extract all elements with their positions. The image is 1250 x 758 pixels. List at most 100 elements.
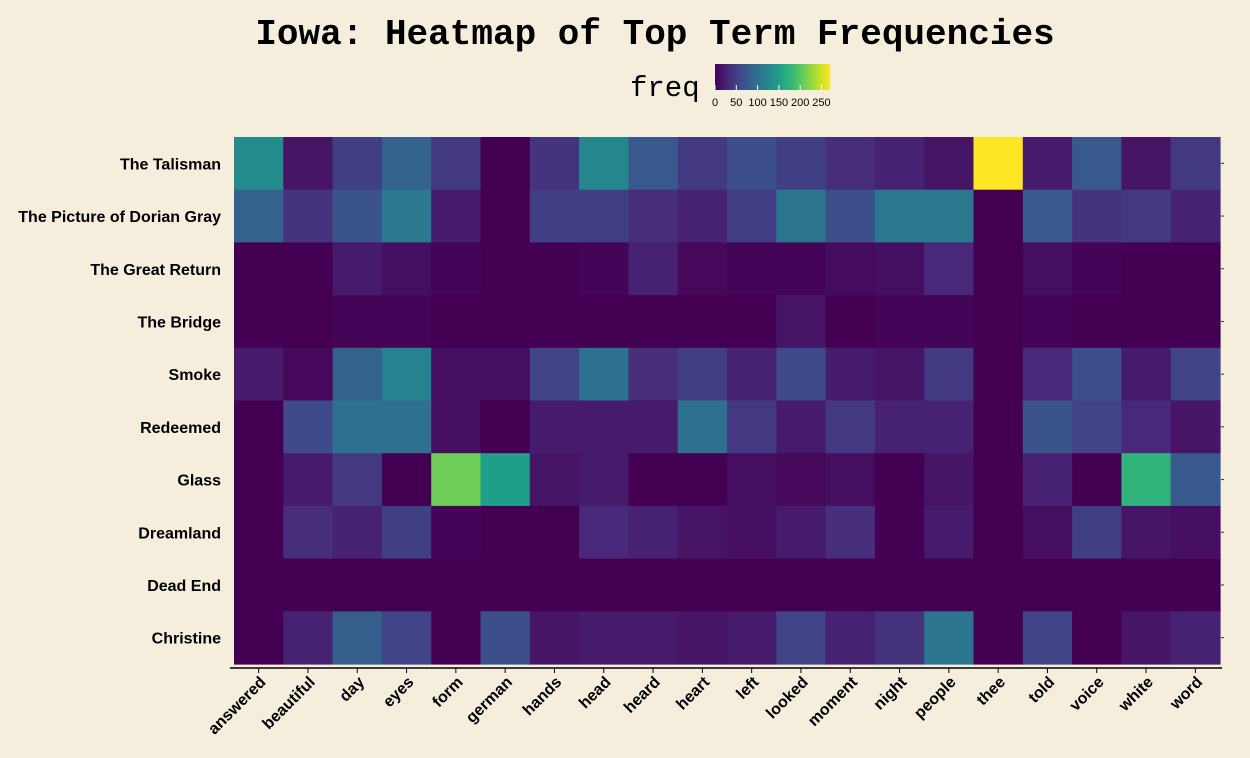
heatmap-cell	[1121, 242, 1172, 296]
heatmap-cell	[579, 137, 629, 191]
heatmap-cell	[1022, 558, 1073, 612]
heatmap-cell	[529, 400, 580, 454]
color-legend: freq 0 50 100 150 200 250	[630, 64, 831, 109]
heatmap-cell	[825, 400, 876, 454]
heatmap-cell	[776, 242, 827, 296]
heatmap-cell	[776, 558, 827, 612]
x-tick-label: left	[733, 673, 762, 702]
heatmap-cell	[579, 453, 629, 507]
heatmap-cell	[1022, 189, 1073, 243]
legend-tick-label: 100	[748, 97, 766, 109]
legend-tick-label: 50	[730, 97, 742, 109]
heatmap-cell	[628, 453, 679, 507]
heatmap-cell	[628, 611, 679, 665]
x-tick-label: form	[430, 674, 467, 711]
heatmap-cell	[874, 505, 925, 560]
heatmap-cell	[529, 611, 580, 665]
heatmap-cell	[677, 400, 728, 454]
x-tick-label: people	[911, 674, 960, 723]
legend-tick-label: 0	[712, 97, 718, 109]
heatmap-cell	[825, 347, 876, 402]
heatmap-cell	[381, 347, 432, 402]
heatmap-cell	[1022, 347, 1073, 402]
heatmap-cell	[973, 295, 1024, 349]
y-tick-label: Dead End	[147, 578, 221, 595]
heatmap-cell	[480, 242, 531, 296]
x-tick-label: answered	[205, 674, 269, 738]
heatmap-cell	[628, 295, 679, 349]
heatmap-cell	[283, 505, 334, 560]
heatmap-cell	[529, 295, 580, 349]
legend-colorbar	[715, 64, 830, 90]
x-tick-label: told	[1026, 674, 1059, 707]
heatmap-cell	[529, 189, 580, 243]
heatmap-cell	[381, 611, 432, 665]
heatmap-cell	[825, 611, 876, 665]
heatmap-cell	[1121, 295, 1172, 349]
heatmap-cell	[234, 453, 284, 507]
heatmap-cell	[1121, 611, 1172, 665]
heatmap-cell	[727, 453, 777, 507]
heatmap-cell	[381, 558, 432, 612]
heatmap-cell	[874, 611, 925, 665]
heatmap-cell	[381, 400, 432, 454]
x-tick-label: thee	[974, 674, 1009, 709]
heatmap-cell	[924, 137, 975, 191]
heatmap-cell	[1170, 505, 1221, 560]
heatmap-cell	[283, 242, 334, 296]
heatmap-cell	[332, 137, 383, 191]
heatmap-cell	[677, 453, 728, 507]
heatmap-cell	[332, 505, 383, 560]
heatmap-cell	[628, 189, 679, 243]
heatmap-cell	[529, 242, 580, 296]
heatmap-cell	[431, 611, 482, 665]
heatmap-cell	[1072, 505, 1122, 560]
heatmap-cell	[480, 611, 531, 665]
x-tick-label: hands	[520, 674, 565, 719]
heatmap-cell	[332, 453, 383, 507]
heatmap-cell	[1072, 347, 1122, 402]
heatmap-cell	[924, 453, 975, 507]
heatmap-cell	[381, 453, 432, 507]
heatmap-cell	[727, 505, 777, 560]
heatmap-cell	[381, 189, 432, 243]
heatmap-cell	[628, 558, 679, 612]
heatmap-cell	[431, 400, 482, 454]
heatmap-cell	[1121, 453, 1172, 507]
heatmap-cell	[727, 400, 777, 454]
legend-tick-label: 150	[770, 97, 788, 109]
legend-tick-label: 250	[812, 97, 830, 109]
heatmap-cell	[1121, 400, 1172, 454]
heatmap-cell	[1072, 558, 1122, 612]
heatmap-cell	[825, 295, 876, 349]
heatmap-cell	[234, 347, 284, 402]
chart-title: Iowa: Heatmap of Top Term Frequencies	[255, 14, 1054, 55]
heatmap-cell	[924, 400, 975, 454]
heatmap-cell	[677, 505, 728, 560]
legend-tick-label: 200	[791, 97, 809, 109]
heatmap-cell	[1022, 453, 1073, 507]
heatmap-cell	[332, 189, 383, 243]
heatmap-cell	[579, 400, 629, 454]
heatmap-cell	[1170, 400, 1221, 454]
heatmap-cell	[825, 242, 876, 296]
heatmap-cell	[1170, 189, 1221, 243]
heatmap-cell	[874, 189, 925, 243]
heatmap-cell	[579, 189, 629, 243]
heatmap-cell	[1072, 453, 1122, 507]
y-tick-label: The Great Return	[90, 262, 221, 279]
x-tick-label: looked	[763, 674, 811, 722]
heatmap-cell	[431, 347, 482, 402]
heatmap-cell	[924, 558, 975, 612]
heatmap-cell	[727, 347, 777, 402]
heatmap-cell	[727, 137, 777, 191]
heatmap-cell	[1170, 453, 1221, 507]
heatmap-cell	[381, 242, 432, 296]
y-tick-label: The Talisman	[120, 156, 221, 173]
heatmap-cell	[480, 137, 531, 191]
heatmap-cell	[1022, 242, 1073, 296]
heatmap-cell	[431, 558, 482, 612]
y-axis-labels: The Talisman The Picture of Dorian Gray Th…	[18, 156, 1224, 648]
heatmap-cell	[1170, 611, 1221, 665]
